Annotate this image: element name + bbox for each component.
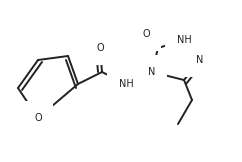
Text: O: O (142, 29, 150, 39)
Text: N: N (196, 55, 204, 65)
Text: NH: NH (119, 79, 133, 89)
Text: O: O (96, 43, 104, 53)
Text: NH: NH (177, 35, 191, 45)
Text: O: O (34, 113, 42, 123)
Text: N: N (148, 67, 156, 77)
